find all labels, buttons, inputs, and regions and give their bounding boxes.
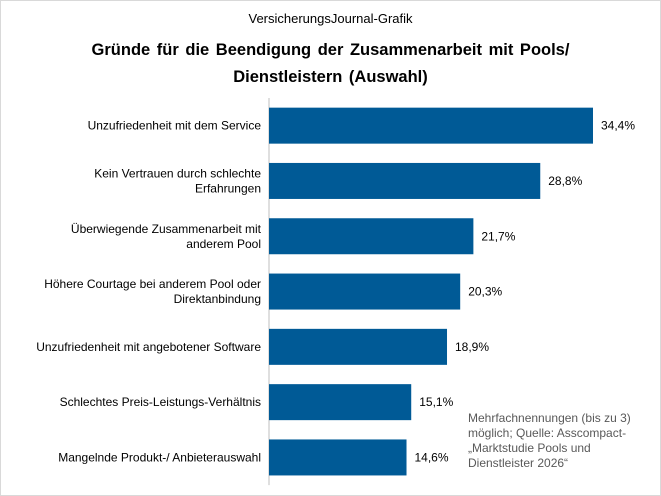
bar <box>269 107 593 144</box>
category-label: Schlechtes Preis-Leistungs-Verhältnis <box>60 395 261 409</box>
category-label: Unzufriedenheit mit dem Service <box>88 119 262 133</box>
value-label: 21,7% <box>481 229 515 243</box>
bar <box>269 439 407 476</box>
chart-title-text: Gründe für die Beendigung der Zusammenar… <box>91 41 570 86</box>
chart-subtitle: VersicherungsJournal-Grafik <box>248 11 413 26</box>
value-label: 34,4% <box>601 119 635 133</box>
category-label: Mangelnde Produkt-/ Anbieterauswahl <box>58 450 261 464</box>
category-label: Kein Vertrauen durch schlechte Erfahrunge… <box>94 166 261 195</box>
value-label: 14,6% <box>415 450 449 464</box>
bar <box>269 273 461 310</box>
category-label: Unzufriedenheit mit angebotener Software <box>36 340 261 354</box>
value-label: 28,8% <box>548 174 582 188</box>
bar <box>269 328 448 365</box>
bar <box>269 218 474 255</box>
bar <box>269 162 541 199</box>
chart-title: Gründe für die Beendigung der Zusammenar… <box>1 37 660 91</box>
value-label: 15,1% <box>419 395 453 409</box>
value-label: 18,9% <box>455 340 489 354</box>
category-label: Höhere Courtage bei anderem Pool oder Dir… <box>44 277 261 306</box>
value-label: 20,3% <box>468 285 502 299</box>
bar <box>269 384 412 421</box>
category-label: Überwiegende Zusammenarbeit mit anderem P… <box>71 222 262 251</box>
source-note: Mehrfachnennungen (bis zu 3) möglich; Qu… <box>468 411 631 470</box>
